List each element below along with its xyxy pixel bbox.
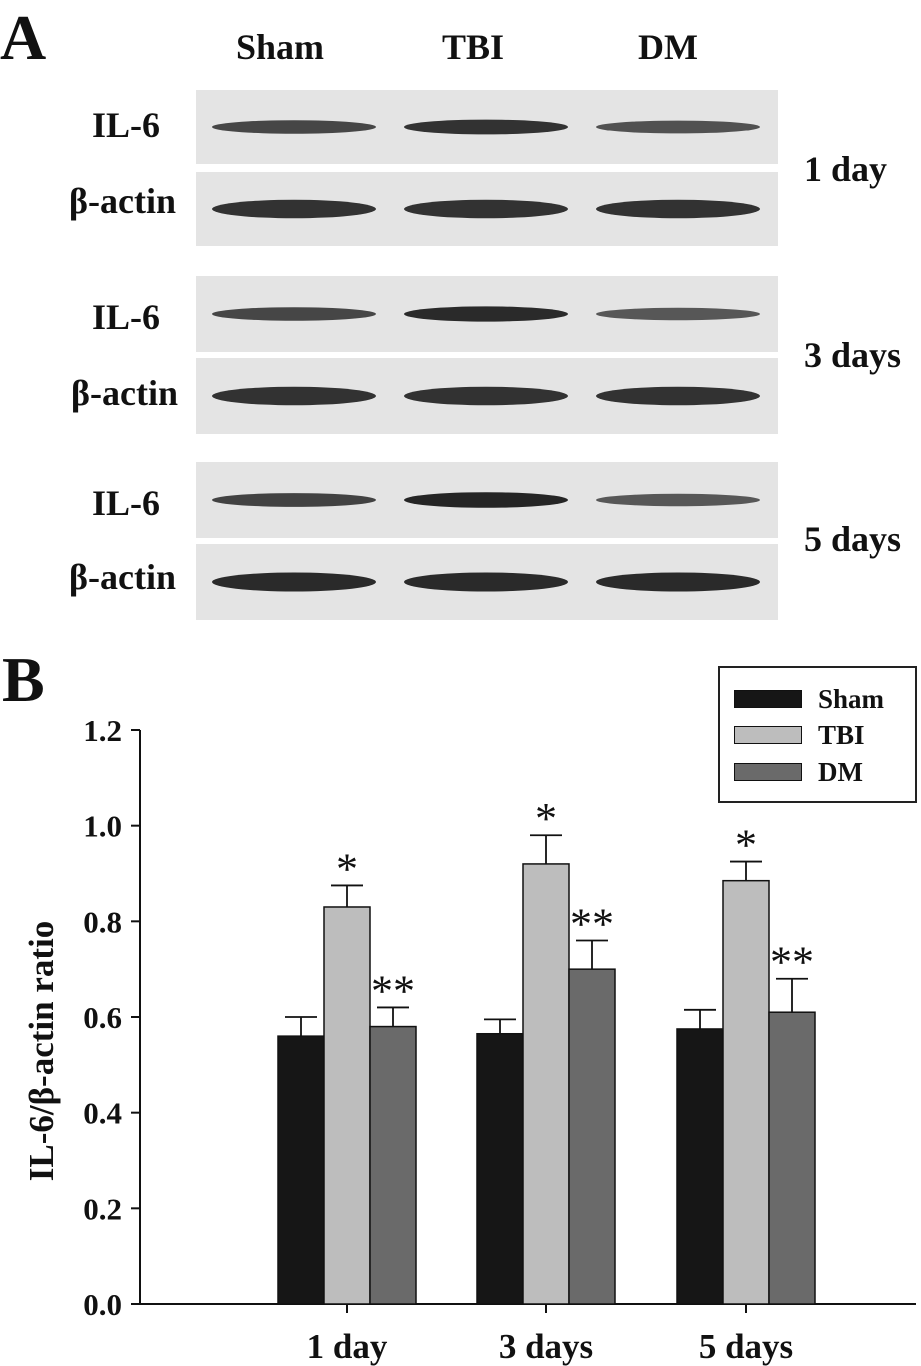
timepoint-label-3: 5 days — [804, 519, 902, 559]
band-actin-sham — [212, 199, 376, 219]
y-tick-label: 0.4 — [83, 1096, 122, 1131]
bar-dm — [369, 1025, 417, 1305]
y-tick-label: 0.6 — [83, 1000, 122, 1035]
blot-actin-2 — [196, 358, 778, 434]
bar-chart: 0.0 0.2 0.4 0.6 0.8 1.0 1.2 IL-6/β-actin ratio 1… — [22, 713, 916, 1366]
panel-b-letter: B — [2, 644, 45, 715]
legend-label-sham: Sham — [818, 683, 885, 714]
blot-il6-1 — [196, 90, 778, 164]
legend-item-sham: Sham — [734, 684, 884, 714]
bar-tbi — [522, 863, 570, 1305]
band-il6-tbi — [404, 492, 568, 508]
band-il6-dm — [596, 120, 760, 134]
lane-label-sham: Sham — [235, 27, 325, 67]
bar-tbi — [323, 906, 371, 1305]
band-il6-sham — [212, 307, 376, 321]
y-tick-label: 0.0 — [83, 1287, 122, 1322]
legend-item-tbi: TBI — [734, 720, 865, 750]
band-actin-tbi — [404, 572, 568, 592]
blot-il6-3 — [196, 462, 778, 538]
band-actin-tbi — [404, 199, 568, 219]
band-actin-dm — [596, 199, 760, 219]
significance-marker-tbi: * — [535, 794, 557, 843]
y-tick-label: 1.2 — [83, 713, 122, 748]
significance-marker-dm: ** — [770, 938, 814, 987]
row-label-actin-3: β-actin — [69, 557, 176, 597]
lane-label-tbi: TBI — [441, 27, 505, 67]
significance-marker-dm: ** — [570, 899, 614, 948]
x-tick-label: 5 days — [699, 1327, 793, 1366]
bar-sham — [476, 1032, 524, 1305]
bar-sham — [676, 1028, 724, 1305]
row-label-il6-2: IL-6 — [91, 297, 160, 337]
band-il6-dm — [596, 493, 760, 507]
band-il6-sham — [212, 120, 376, 134]
bar-sham — [277, 1035, 325, 1305]
significance-marker-tbi: * — [336, 844, 358, 893]
row-label-actin-1: β-actin — [69, 181, 176, 221]
x-tick-label: 3 days — [499, 1327, 593, 1366]
panel-a-letter: A — [0, 2, 47, 73]
significance-marker-tbi: * — [735, 821, 757, 870]
bar-dm — [768, 1011, 816, 1305]
y-tick-label: 0.8 — [83, 904, 122, 939]
timepoint-label-2: 3 days — [804, 335, 902, 375]
band-il6-tbi — [404, 119, 568, 135]
band-il6-sham — [212, 493, 376, 507]
legend-swatch-sham — [734, 690, 802, 708]
row-label-il6-1: IL-6 — [91, 105, 160, 145]
y-tick-label: 1.0 — [83, 809, 122, 844]
blot-il6-2 — [196, 276, 778, 352]
band-actin-dm — [596, 572, 760, 592]
x-tick-label: 1 day — [307, 1327, 388, 1366]
y-axis-title: IL-6/β-actin ratio — [22, 921, 61, 1181]
legend-swatch-tbi — [734, 726, 802, 744]
legend-label-dm: DM — [818, 756, 863, 787]
legend-label-tbi: TBI — [818, 719, 865, 750]
timepoint-label-1: 1 day — [804, 149, 888, 189]
blot-actin-1 — [196, 172, 778, 246]
legend-swatch-dm — [734, 763, 802, 781]
legend-item-dm: DM — [734, 757, 863, 787]
band-actin-tbi — [404, 386, 568, 406]
band-il6-tbi — [404, 306, 568, 322]
row-label-il6-3: IL-6 — [91, 483, 160, 523]
band-actin-sham — [212, 572, 376, 592]
bar-dm — [568, 968, 616, 1305]
row-label-actin-2: β-actin — [71, 373, 178, 413]
band-actin-sham — [212, 386, 376, 406]
lane-label-dm: DM — [638, 27, 698, 67]
significance-marker-dm: ** — [371, 966, 415, 1015]
blot-actin-3 — [196, 544, 778, 620]
band-actin-dm — [596, 386, 760, 406]
bar-tbi — [722, 879, 770, 1305]
chart-legend: Sham TBI DM — [718, 666, 917, 803]
band-il6-dm — [596, 307, 760, 321]
y-tick-label: 0.2 — [83, 1191, 122, 1226]
